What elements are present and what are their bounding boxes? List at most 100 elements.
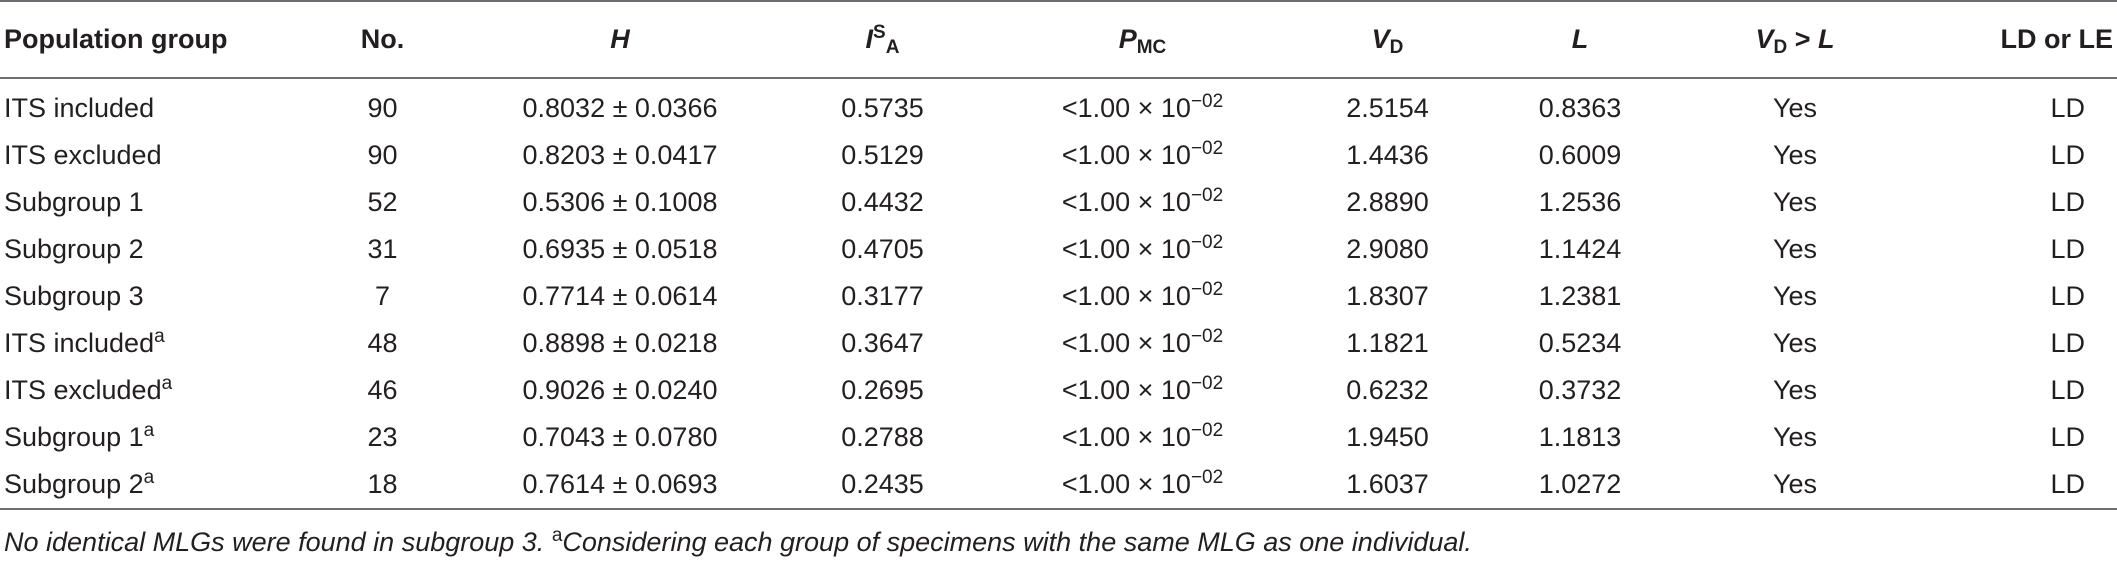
header-h: H — [465, 0, 775, 79]
header-row: Population group No. H ISA PMC VD L VD >… — [0, 0, 2117, 79]
cell-pmc: <1.00 × 10−02 — [1061, 185, 1224, 217]
table-row: ITS includeda 48 0.8898 ± 0.0218 0.3647 <1.0… — [0, 320, 2117, 367]
table-row: Subgroup 2a 18 0.7614 ± 0.0693 0.2435 <1.00 … — [0, 461, 2117, 510]
table-row: Subgroup 1 52 0.5306 ± 0.1008 0.4432 <1.00 ×… — [0, 179, 2117, 226]
cell-l: 1.1424 — [1538, 234, 1622, 264]
cell-ia: 0.5735 — [841, 93, 924, 123]
cell-pmc: <1.00 × 10−02 — [1061, 91, 1224, 123]
cell-h: 0.5306 ± 0.1008 — [522, 187, 718, 217]
header-ia: ISA — [775, 0, 990, 79]
cell-no: 7 — [374, 281, 391, 311]
cell-ia: 0.5129 — [841, 140, 924, 170]
cell-h: 0.8203 ± 0.0417 — [522, 140, 718, 170]
cell-group: Subgroup 1 — [4, 187, 144, 217]
cell-ld-or-le: LD — [2050, 93, 2085, 123]
cell-l: 1.2536 — [1538, 187, 1622, 217]
cell-vd-gt-l: Yes — [1680, 461, 1910, 510]
header-pmc: PMC — [990, 0, 1295, 79]
cell-h: 0.8898 ± 0.0218 — [522, 328, 718, 358]
cell-ld-or-le: LD — [2050, 281, 2085, 311]
table-footnote: No identical MLGs were found in subgroup… — [4, 525, 1472, 557]
cell-ia: 0.2435 — [775, 461, 990, 510]
cell-l: 1.2381 — [1538, 281, 1622, 311]
header-l: L — [1480, 0, 1680, 79]
cell-vd: 2.8890 — [1346, 187, 1429, 217]
cell-ld-or-le: LD — [1910, 461, 2117, 510]
cell-group: Subgroup 1a — [4, 420, 155, 452]
cell-vd: 1.6037 — [1295, 461, 1480, 510]
cell-no: 90 — [367, 93, 398, 123]
cell-vd: 0.6232 — [1346, 375, 1429, 405]
cell-ia: 0.4705 — [841, 234, 924, 264]
table-container: Population group No. H ISA PMC VD L VD >… — [0, 0, 2117, 557]
cell-pmc: <1.00 × 10−02 — [990, 461, 1295, 510]
cell-l: 0.6009 — [1538, 140, 1622, 170]
cell-ld-or-le: LD — [2050, 234, 2085, 264]
cell-vd: 2.5154 — [1346, 93, 1429, 123]
cell-h: 0.8032 ± 0.0366 — [522, 93, 718, 123]
cell-group: Subgroup 2a — [0, 461, 300, 510]
cell-h: 0.9026 ± 0.0240 — [522, 375, 718, 405]
cell-pmc: <1.00 × 10−02 — [1061, 326, 1224, 358]
cell-no: 90 — [367, 140, 398, 170]
table-row: Subgroup 1a 23 0.7043 ± 0.0780 0.2788 <1.00 … — [0, 414, 2117, 461]
cell-group: ITS excludeda — [4, 373, 173, 405]
cell-l: 0.3732 — [1538, 375, 1622, 405]
cell-vd-gt-l: Yes — [1772, 187, 1818, 217]
cell-vd: 1.4436 — [1346, 140, 1429, 170]
cell-l: 1.0272 — [1480, 461, 1680, 510]
cell-l: 0.5234 — [1538, 328, 1622, 358]
table-row: Subgroup 3 7 0.7714 ± 0.0614 0.3177 <1.00 × … — [0, 273, 2117, 320]
cell-pmc: <1.00 × 10−02 — [1061, 138, 1224, 170]
cell-l: 1.1813 — [1538, 422, 1622, 452]
header-vd: VD — [1295, 0, 1480, 79]
cell-vd-gt-l: Yes — [1772, 328, 1818, 358]
cell-group: Subgroup 3 — [4, 281, 144, 311]
cell-ld-or-le: LD — [2050, 328, 2085, 358]
cell-ld-or-le: LD — [2050, 422, 2085, 452]
cell-ld-or-le: LD — [2050, 375, 2085, 405]
cell-vd-gt-l: Yes — [1772, 422, 1818, 452]
header-ld-or-le: LD or LE — [1910, 0, 2117, 79]
table-row: ITS excludeda 46 0.9026 ± 0.0240 0.2695 <1.0… — [0, 367, 2117, 414]
cell-pmc: <1.00 × 10−02 — [1061, 373, 1224, 405]
cell-ld-or-le: LD — [2050, 187, 2085, 217]
cell-ia: 0.4432 — [841, 187, 924, 217]
cell-vd: 1.9450 — [1346, 422, 1429, 452]
cell-vd-gt-l: Yes — [1772, 93, 1818, 123]
cell-vd-gt-l: Yes — [1772, 281, 1818, 311]
table-row: Subgroup 2 31 0.6935 ± 0.0518 0.4705 <1.00 ×… — [0, 226, 2117, 273]
cell-ia: 0.3177 — [841, 281, 924, 311]
header-population-group: Population group — [0, 0, 300, 79]
cell-vd-gt-l: Yes — [1772, 140, 1818, 170]
cell-ia: 0.3647 — [841, 328, 924, 358]
cell-pmc: <1.00 × 10−02 — [1061, 232, 1224, 264]
cell-vd: 2.9080 — [1346, 234, 1429, 264]
table-row: ITS included 90 0.8032 ± 0.0366 0.5735 <1.00… — [0, 78, 2117, 132]
header-no: No. — [300, 0, 465, 79]
cell-h: 0.6935 ± 0.0518 — [522, 234, 718, 264]
cell-group: ITS included — [4, 93, 155, 123]
cell-ia: 0.2695 — [841, 375, 924, 405]
cell-ia: 0.2788 — [841, 422, 924, 452]
cell-h: 0.7043 ± 0.0780 — [522, 422, 718, 452]
cell-h: 0.7714 ± 0.0614 — [522, 281, 718, 311]
cell-vd: 1.8307 — [1346, 281, 1429, 311]
cell-pmc: <1.00 × 10−02 — [1061, 279, 1224, 311]
cell-group: Subgroup 2 — [4, 234, 144, 264]
population-table: Population group No. H ISA PMC VD L VD >… — [0, 0, 2117, 510]
cell-h: 0.7614 ± 0.0693 — [465, 461, 775, 510]
cell-l: 0.8363 — [1538, 93, 1622, 123]
cell-no: 31 — [367, 234, 398, 264]
cell-vd: 1.1821 — [1346, 328, 1429, 358]
cell-no: 18 — [300, 461, 465, 510]
cell-pmc: <1.00 × 10−02 — [1061, 420, 1224, 452]
cell-no: 23 — [367, 422, 398, 452]
table-body: ITS included 90 0.8032 ± 0.0366 0.5735 <1.00… — [0, 78, 2117, 510]
header-vd-gt-l: VD > L — [1680, 0, 1910, 79]
cell-no: 52 — [367, 187, 398, 217]
cell-group: ITS excluded — [4, 140, 162, 170]
cell-ld-or-le: LD — [2050, 140, 2085, 170]
cell-group: ITS includeda — [4, 326, 165, 358]
table-row: ITS excluded 90 0.8203 ± 0.0417 0.5129 <1.00… — [0, 132, 2117, 179]
